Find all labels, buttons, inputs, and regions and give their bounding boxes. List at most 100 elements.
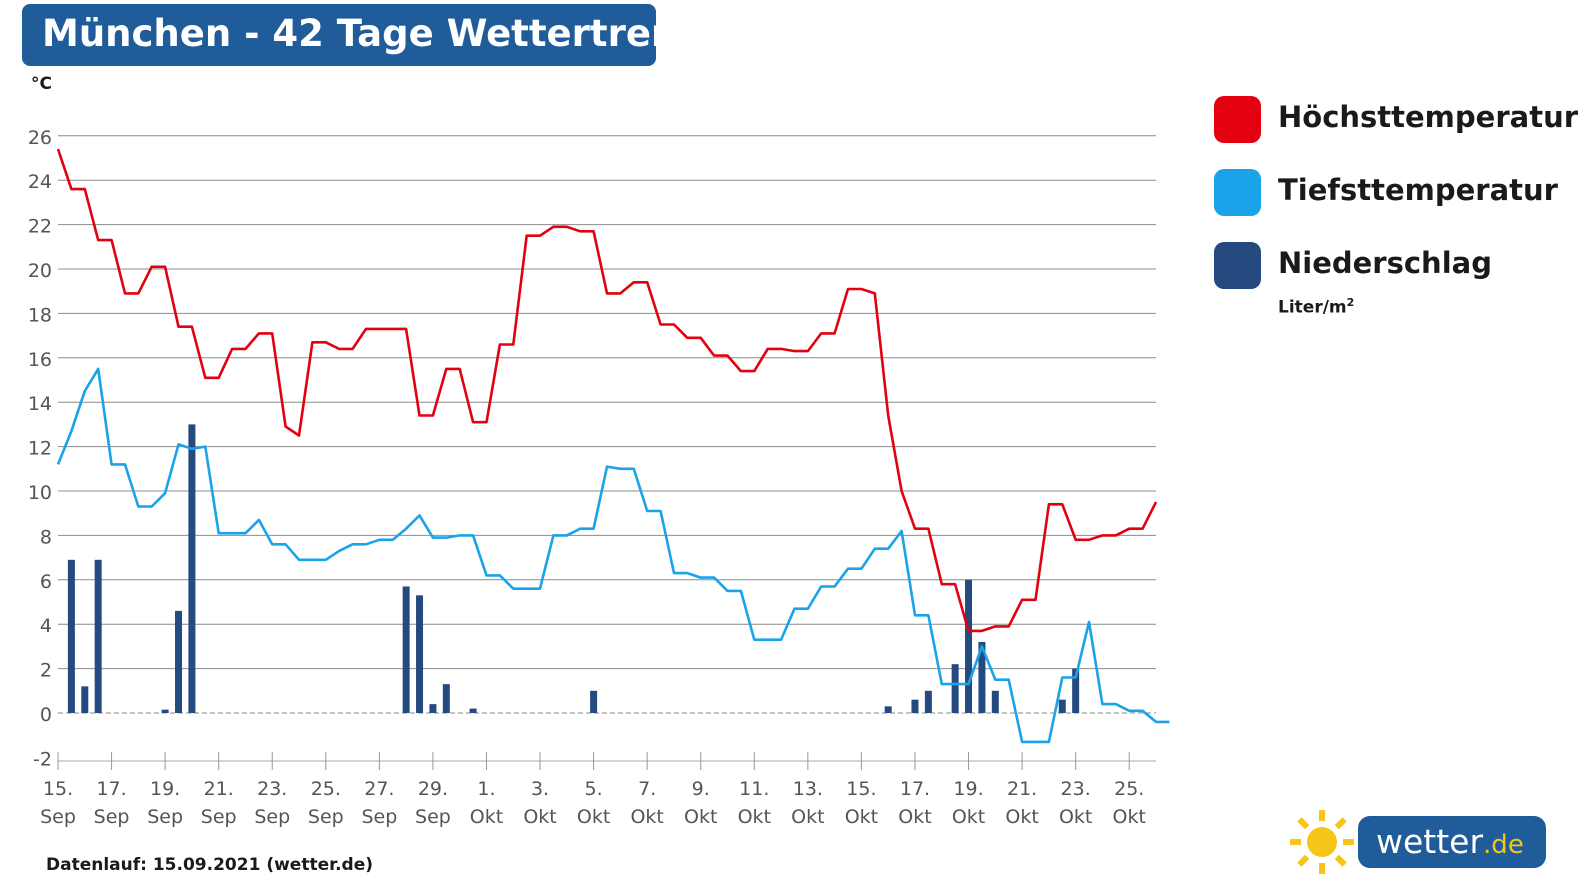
precipitation-bar bbox=[924, 690, 932, 713]
y-tick-label: 12 bbox=[28, 438, 52, 460]
legend-swatch-low-temp bbox=[1214, 169, 1261, 216]
y-tick-label: 24 bbox=[28, 171, 52, 193]
y-tick-label: 6 bbox=[40, 571, 52, 593]
x-tick-label-month: Sep bbox=[254, 806, 290, 828]
precipitation-bar bbox=[1072, 668, 1080, 713]
y-tick-label: 0 bbox=[40, 704, 52, 726]
x-tick-label-day: 29. bbox=[418, 778, 448, 800]
logo-pill: wetter.de bbox=[1358, 816, 1546, 868]
precipitation-bar bbox=[590, 690, 598, 713]
y-tick-label: 14 bbox=[28, 393, 52, 415]
y-tick-label: 4 bbox=[40, 615, 52, 637]
x-tick-label-month: Sep bbox=[415, 806, 451, 828]
y-tick-label: 18 bbox=[28, 304, 52, 326]
precipitation-bar bbox=[965, 579, 973, 713]
page-title: München - 42 Tage Wettertrend bbox=[42, 12, 704, 55]
legend-unit: Liter/m2 bbox=[1278, 296, 1354, 318]
precipitation-bar bbox=[161, 709, 169, 713]
x-tick-label-day: 23. bbox=[257, 778, 287, 800]
precipitation-bar bbox=[416, 595, 424, 713]
y-tick-label: -2 bbox=[33, 748, 52, 770]
y-tick-label: 26 bbox=[28, 127, 52, 149]
x-tick-label-month: Okt bbox=[577, 806, 610, 828]
x-tick-label-day: 11. bbox=[739, 778, 769, 800]
x-tick-label-day: 21. bbox=[1007, 778, 1037, 800]
logo-tld: .de bbox=[1483, 830, 1524, 860]
precipitation-bar bbox=[1058, 699, 1066, 713]
precipitation-bar bbox=[951, 664, 959, 713]
x-tick-label-day: 15. bbox=[846, 778, 876, 800]
x-tick-label-day: 3. bbox=[531, 778, 549, 800]
x-tick-label-day: 19. bbox=[953, 778, 983, 800]
x-tick-label-month: Sep bbox=[40, 806, 76, 828]
y-tick-label: 16 bbox=[28, 349, 52, 371]
precipitation-bar bbox=[884, 706, 892, 713]
x-tick-label-day: 15. bbox=[43, 778, 73, 800]
x-tick-label-month: Okt bbox=[952, 806, 985, 828]
x-tick-label-day: 5. bbox=[585, 778, 603, 800]
x-tick-label-month: Okt bbox=[845, 806, 878, 828]
precipitation-bar bbox=[911, 699, 919, 713]
x-tick-label-day: 27. bbox=[364, 778, 394, 800]
x-tick-label-day: 17. bbox=[96, 778, 126, 800]
wetter-de-logo[interactable]: wetter.de bbox=[1290, 808, 1552, 876]
precipitation-bar bbox=[429, 704, 437, 713]
x-tick-label-month: Sep bbox=[361, 806, 397, 828]
precipitation-bar bbox=[991, 690, 999, 713]
y-tick-label: 8 bbox=[40, 526, 52, 548]
precipitation-bar bbox=[469, 708, 477, 713]
legend-unit-text: Liter/m bbox=[1278, 297, 1347, 318]
legend-label-low-temp: Tiefsttemperatur bbox=[1278, 173, 1558, 207]
precipitation-bar bbox=[175, 610, 183, 713]
x-tick-label-day: 21. bbox=[204, 778, 234, 800]
x-tick-label-month: Sep bbox=[201, 806, 237, 828]
logo-name: wetter bbox=[1376, 822, 1484, 861]
precipitation-bar bbox=[81, 686, 89, 713]
y-unit-label: °C bbox=[31, 74, 52, 94]
x-tick-label-month: Okt bbox=[523, 806, 556, 828]
x-tick-label-month: Okt bbox=[1113, 806, 1146, 828]
x-tick-label-day: 19. bbox=[150, 778, 180, 800]
x-tick-label-day: 17. bbox=[900, 778, 930, 800]
logo-text: wetter.de bbox=[1376, 822, 1524, 861]
y-tick-label: 22 bbox=[28, 216, 52, 238]
precipitation-bar bbox=[94, 559, 102, 713]
y-tick-label: 10 bbox=[28, 482, 52, 504]
x-tick-label-month: Sep bbox=[94, 806, 130, 828]
x-tick-label-month: Okt bbox=[1005, 806, 1038, 828]
x-tick-label-month: Okt bbox=[470, 806, 503, 828]
x-tick-label-month: Okt bbox=[630, 806, 663, 828]
x-tick-label-day: 9. bbox=[692, 778, 710, 800]
legend-swatch-precipitation bbox=[1214, 242, 1261, 289]
x-tick-label-month: Sep bbox=[147, 806, 183, 828]
y-tick-label: 20 bbox=[28, 260, 52, 282]
x-tick-label-month: Okt bbox=[898, 806, 931, 828]
legend-swatch-high-temp bbox=[1214, 96, 1261, 143]
x-tick-label-month: Okt bbox=[684, 806, 717, 828]
low-temp-line bbox=[56, 367, 1170, 744]
legend-unit-sup: 2 bbox=[1346, 296, 1355, 309]
x-tick-label-day: 1. bbox=[477, 778, 495, 800]
title-banner: München - 42 Tage Wettertrend bbox=[22, 4, 704, 66]
legend-label-high-temp: Höchsttemperatur bbox=[1278, 100, 1579, 134]
x-tick-label-day: 13. bbox=[793, 778, 823, 800]
precipitation-bar bbox=[442, 684, 450, 713]
y-tick-label: 2 bbox=[40, 660, 52, 682]
precipitation-bar bbox=[402, 586, 410, 713]
high-temp-line bbox=[56, 148, 1158, 633]
x-tick-label-day: 25. bbox=[1114, 778, 1144, 800]
x-tick-label-day: 7. bbox=[638, 778, 656, 800]
legend-label-precipitation: Niederschlag bbox=[1278, 246, 1492, 280]
precipitation-bar bbox=[978, 641, 986, 713]
x-tick-label-day: 25. bbox=[311, 778, 341, 800]
precipitation-bar bbox=[67, 559, 75, 713]
sun-icon bbox=[1290, 810, 1354, 874]
x-tick-label-month: Okt bbox=[791, 806, 824, 828]
x-tick-label-month: Okt bbox=[738, 806, 771, 828]
x-tick-label-month: Okt bbox=[1059, 806, 1092, 828]
x-tick-label-month: Sep bbox=[308, 806, 344, 828]
precipitation-bar bbox=[188, 424, 196, 713]
x-tick-label-day: 23. bbox=[1061, 778, 1091, 800]
data-run-footer: Datenlauf: 15.09.2021 (wetter.de) bbox=[46, 855, 373, 875]
